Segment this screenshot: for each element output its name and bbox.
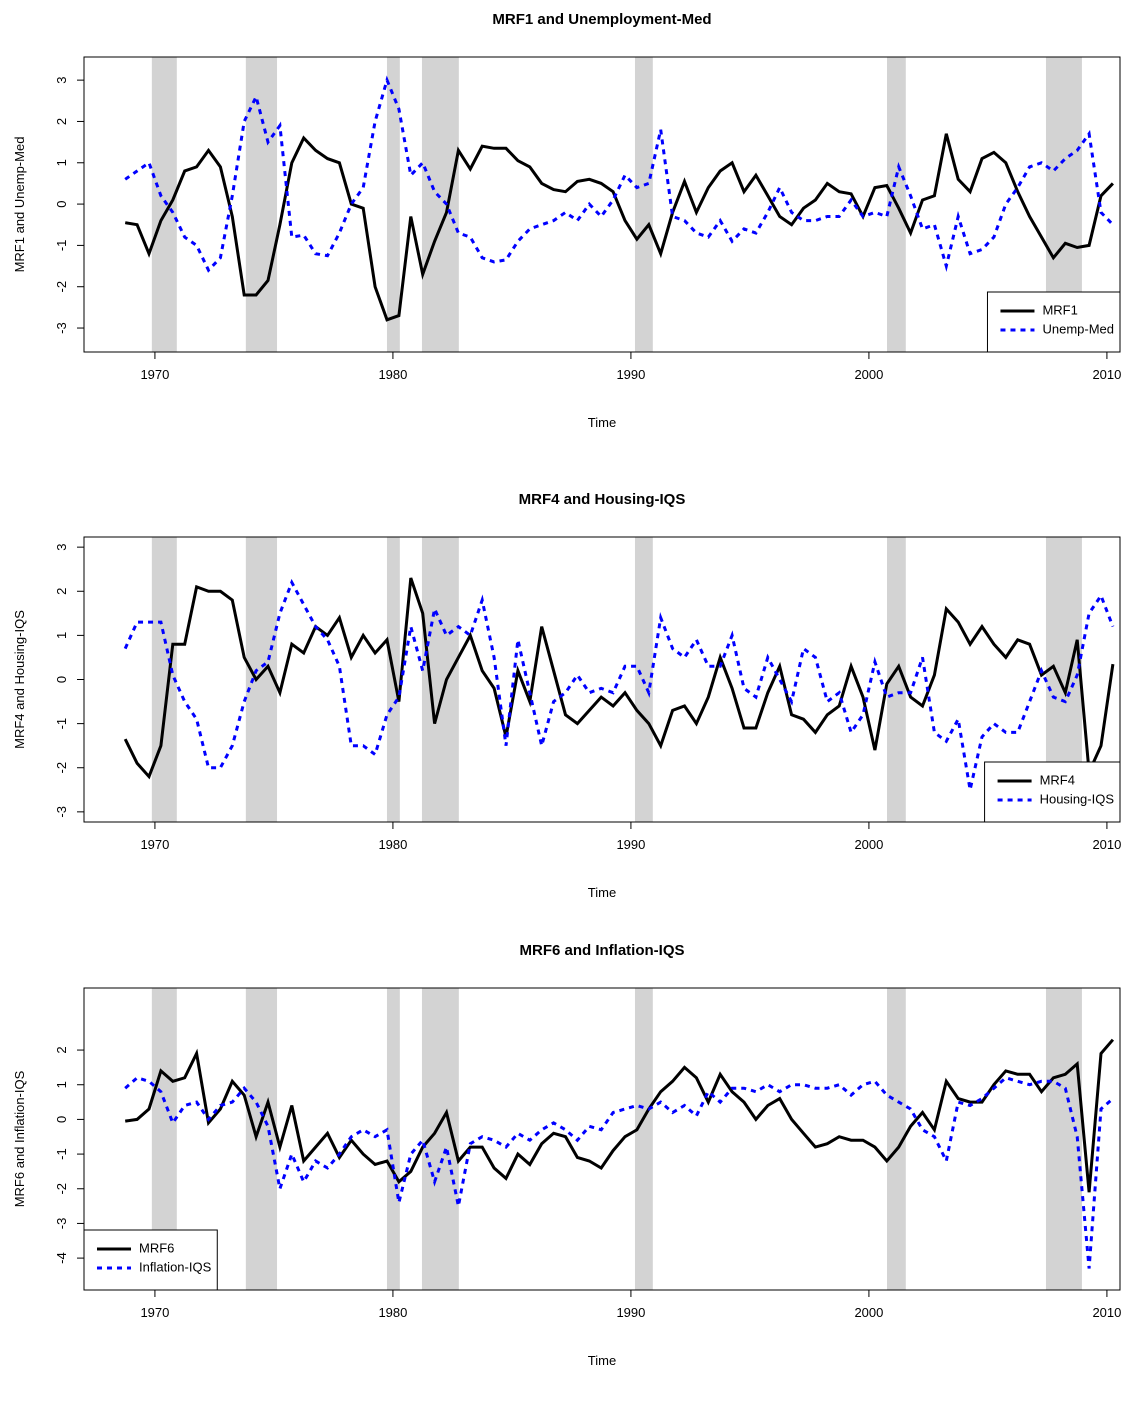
x-axis-label: Time — [588, 415, 616, 430]
y-tick-label: -1 — [54, 1148, 69, 1160]
y-tick-label: -1 — [54, 240, 69, 252]
plot-frame — [83, 56, 1121, 353]
x-tick-label: 1990 — [616, 367, 645, 382]
legend-label: MRF4 — [1040, 772, 1075, 787]
shaded-period — [421, 537, 459, 822]
x-axis-label: Time — [588, 1353, 616, 1368]
x-tick-label: 1970 — [140, 1305, 169, 1320]
y-tick-label: 3 — [54, 544, 69, 551]
legend: MRF1 Unemp-Med — [986, 291, 1121, 353]
series-line — [123, 577, 1115, 780]
shaded-period — [245, 988, 278, 1290]
shaded-period — [151, 537, 177, 822]
x-tick-label: 1990 — [616, 1305, 645, 1320]
x-tick-label: 1980 — [378, 1305, 407, 1320]
legend-frame — [83, 1229, 218, 1291]
x-tick-label: 1970 — [140, 837, 169, 852]
x-tick-label: 1980 — [378, 367, 407, 382]
chart-title: MRF6 and Inflation-IQS — [520, 942, 685, 959]
x-tick-label: 2000 — [854, 1305, 883, 1320]
y-tick-label: -3 — [54, 806, 69, 818]
shaded-period — [421, 57, 459, 352]
y-tick-label: 3 — [54, 77, 69, 84]
y-tick-label: 2 — [54, 588, 69, 595]
y-axis-label: MRF4 and Housing-IQS — [12, 610, 27, 749]
y-tick-label: -3 — [54, 322, 69, 334]
y-axis-label: MRF1 and Unemp-Med — [12, 137, 27, 273]
y-axis-label: MRF6 and Inflation-IQS — [12, 1070, 27, 1207]
legend: MRF4 Housing-IQS — [984, 761, 1121, 823]
series-line — [124, 1038, 1115, 1193]
series-line — [124, 75, 1114, 273]
shaded-period — [634, 988, 653, 1290]
chart-title: MRF4 and Housing-IQS — [519, 491, 686, 508]
x-tick-label: 1980 — [378, 837, 407, 852]
x-tick-label: 2010 — [1092, 1305, 1121, 1320]
shaded-period — [386, 988, 400, 1290]
plot-frame — [83, 536, 1121, 823]
panel: 1970 1980 1990 2000 2010 -3 -2 -1 0 1 2 3 MRF4 and H… — [12, 491, 1121, 900]
series-line — [124, 133, 1114, 322]
shaded-period — [245, 537, 278, 822]
x-tick-label: 2000 — [854, 367, 883, 382]
legend-label: MRF6 — [139, 1240, 174, 1255]
y-tick-label: 1 — [54, 632, 69, 639]
legend-label: Unemp-Med — [1042, 321, 1114, 336]
x-tick-label: 2010 — [1092, 367, 1121, 382]
y-tick-label: 1 — [54, 159, 69, 166]
legend-label: MRF1 — [1042, 302, 1077, 317]
panel: 1970 1980 1990 2000 2010 -3 -2 -1 0 1 2 3 MRF1 and U… — [12, 11, 1121, 430]
legend-frame — [986, 291, 1121, 353]
legend-label: Inflation-IQS — [139, 1259, 212, 1274]
x-tick-label: 1990 — [616, 837, 645, 852]
shaded-period — [386, 57, 400, 352]
x-axis-label: Time — [588, 885, 616, 900]
legend-label: Housing-IQS — [1040, 791, 1115, 806]
y-tick-label: -4 — [54, 1252, 69, 1264]
legend: MRF6 Inflation-IQS — [83, 1229, 218, 1291]
y-tick-label: -2 — [54, 1183, 69, 1195]
y-tick-label: -3 — [54, 1218, 69, 1230]
y-tick-label: 2 — [54, 1046, 69, 1053]
chart-title: MRF1 and Unemployment-Med — [492, 11, 711, 28]
x-tick-label: 2000 — [854, 837, 883, 852]
series-line — [124, 1076, 1114, 1269]
y-tick-label: 1 — [54, 1081, 69, 1088]
y-tick-label: 0 — [54, 676, 69, 683]
shaded-period — [245, 57, 278, 352]
y-tick-label: 0 — [54, 1116, 69, 1123]
y-tick-label: -1 — [54, 718, 69, 730]
legend-frame — [984, 761, 1121, 823]
y-tick-label: -2 — [54, 762, 69, 774]
shaded-period — [151, 57, 177, 352]
panel: 1970 1980 1990 2000 2010 -4 -3 -2 -1 0 1 2 MRF6 and … — [12, 942, 1121, 1368]
shaded-period — [887, 988, 906, 1290]
y-tick-label: 0 — [54, 200, 69, 207]
shaded-period — [634, 57, 653, 352]
x-tick-label: 2010 — [1092, 837, 1121, 852]
x-tick-label: 1970 — [140, 367, 169, 382]
shaded-period — [887, 537, 906, 822]
y-tick-label: 2 — [54, 118, 69, 125]
plot-frame — [83, 987, 1121, 1291]
y-tick-label: -2 — [54, 281, 69, 293]
